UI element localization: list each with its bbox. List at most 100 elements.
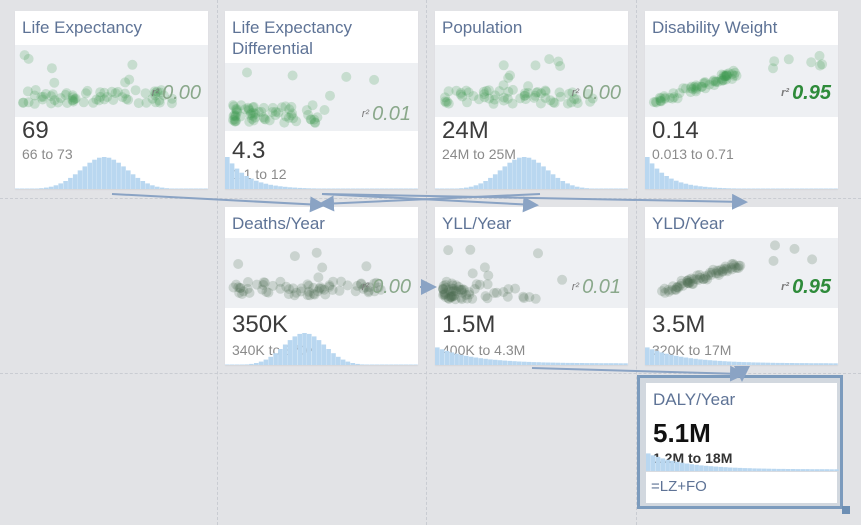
scatter-point <box>22 86 33 97</box>
cell-range: 320K to 17M <box>652 342 732 358</box>
histogram-bar <box>384 364 389 365</box>
histogram-bar <box>302 333 307 365</box>
scatter-point <box>733 260 744 271</box>
histogram-bar <box>818 363 824 365</box>
histogram-bar <box>254 363 259 365</box>
histogram-bar <box>403 188 409 189</box>
scatter-point <box>523 87 534 98</box>
histogram-bar <box>183 188 189 189</box>
formula-divider <box>646 471 837 472</box>
scatter-point <box>267 102 278 113</box>
histogram-bar <box>618 188 623 189</box>
cell-population[interactable]: Population r² 0.00 24M 24M to 25M <box>435 11 628 189</box>
scatter-point <box>567 87 578 98</box>
histogram-bar <box>664 353 669 365</box>
histogram-bar <box>302 188 307 189</box>
histogram-bar <box>439 188 445 189</box>
scatter-point <box>718 70 729 81</box>
scatter-point <box>140 88 151 99</box>
scatter-point <box>451 85 462 96</box>
histogram-bar <box>594 363 599 365</box>
histogram-bar <box>492 174 498 189</box>
histogram-bar <box>444 188 450 189</box>
scatter-point <box>327 284 338 295</box>
resize-handle[interactable] <box>842 506 850 514</box>
histogram-bar <box>756 362 761 365</box>
scatter-point <box>230 110 241 121</box>
histogram-bar <box>502 360 508 365</box>
scatter-point <box>571 94 582 105</box>
scatter-point <box>320 289 331 300</box>
histogram-bar <box>659 352 665 365</box>
histogram-bar <box>278 186 283 189</box>
scatter-point <box>99 94 110 105</box>
scatter-point <box>443 293 454 304</box>
scatter-point <box>479 92 490 103</box>
cell-deaths-year[interactable]: Deaths/Year r² 0.00 350K 340K to 370K <box>225 207 418 365</box>
scatter-point <box>451 286 461 297</box>
scatter-point <box>688 279 698 289</box>
histogram-bar <box>350 188 356 189</box>
cell-life-expectancy[interactable]: Life Expectancy r² 0.00 69 66 to 73 <box>15 11 208 189</box>
histogram-bar <box>150 185 155 189</box>
scatter-point <box>729 70 739 81</box>
histogram-bar <box>804 188 809 189</box>
scatter-point <box>507 98 518 109</box>
histogram-bar <box>473 185 479 189</box>
scatter-point <box>308 288 319 299</box>
scatter-point <box>363 287 374 298</box>
scatter-point <box>60 89 71 100</box>
scatter-point <box>18 97 29 108</box>
scatter-point <box>273 107 284 118</box>
histogram-bar <box>316 340 322 365</box>
histogram-bar <box>732 467 738 471</box>
scatter-point <box>555 61 566 71</box>
scatter-plot: r² 0.00 <box>15 45 208 117</box>
histogram-bar <box>449 188 455 189</box>
histogram-bar <box>507 162 512 189</box>
histogram-bar <box>82 166 88 189</box>
scatter-point <box>698 274 709 285</box>
scatter-point <box>231 279 242 290</box>
histogram-bar <box>736 188 742 189</box>
histogram-bar <box>350 363 356 365</box>
scatter-point <box>727 69 738 80</box>
scatter-point <box>691 80 702 91</box>
scatter-point <box>674 281 685 291</box>
histogram-bar <box>413 364 418 365</box>
histogram-bar <box>517 361 522 365</box>
cell-daly-year[interactable]: DALY/Year 5.1M 1.2M to 18M =LZ+FO <box>646 383 839 503</box>
cell-yld-year[interactable]: YLD/Year r² 0.95 3.5M 320K to 17M <box>645 207 838 365</box>
scatter-point <box>106 86 117 97</box>
scatter-point <box>259 277 270 288</box>
scatter-point <box>451 280 462 291</box>
scatter-point <box>469 284 480 294</box>
histogram-bar <box>693 185 698 189</box>
scatter-point <box>692 270 703 281</box>
formula-field[interactable]: =LZ+FO <box>651 478 707 495</box>
scatter-point <box>499 92 509 103</box>
histogram-bar <box>693 358 698 365</box>
histogram-bar <box>829 469 834 471</box>
histogram-bar <box>675 461 680 471</box>
histogram-bar <box>718 466 723 471</box>
scatter-point <box>667 281 678 292</box>
histogram-bar <box>794 188 800 189</box>
scatter-point <box>238 286 249 297</box>
histogram-bar <box>282 186 288 189</box>
scatter-point <box>672 93 683 104</box>
scatter-point <box>448 283 459 294</box>
scatter-point <box>315 282 326 293</box>
histogram-bar <box>121 166 126 189</box>
scatter-point <box>311 247 322 258</box>
cell-life-expectancy-differential[interactable]: Life Expectancy Differential r² 0.01 4.3 … <box>225 11 418 189</box>
scatter-point <box>789 243 800 254</box>
scatter-point <box>336 276 347 287</box>
cell-disability-weight[interactable]: Disability Weight r² 0.95 0.14 0.013 to 0… <box>645 11 838 189</box>
histogram-bar <box>360 364 365 365</box>
histogram-bar <box>541 166 546 189</box>
scatter-point <box>243 277 253 287</box>
histogram-bar <box>459 354 464 365</box>
scatter-point <box>530 90 541 101</box>
cell-yll-year[interactable]: YLL/Year r² 0.01 1.5M 400K to 4.3M <box>435 207 628 365</box>
